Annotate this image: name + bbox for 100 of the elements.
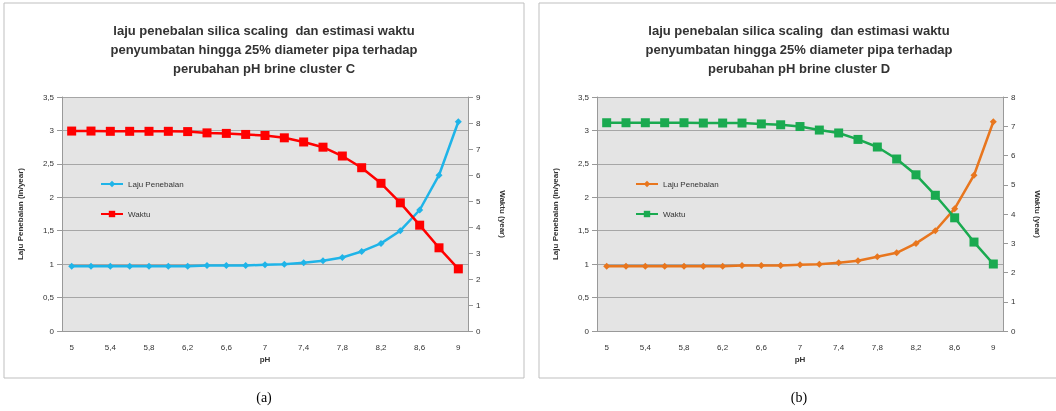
legend-label: Laju Penebalan <box>663 179 719 189</box>
y2-tick-label: 5 <box>476 196 481 206</box>
point <box>969 237 979 247</box>
point <box>376 178 386 188</box>
point <box>834 128 844 138</box>
point <box>757 261 765 269</box>
y2-tick-label: 8 <box>476 118 481 128</box>
y2-tick-label: 6 <box>476 170 481 180</box>
point <box>988 259 998 269</box>
point <box>337 151 347 161</box>
y-tick-label: 1,5 <box>577 226 590 236</box>
x-tick-label: 6,6 <box>755 342 768 352</box>
y-tick-label: 1 <box>584 259 590 269</box>
point <box>737 118 747 128</box>
point <box>68 262 76 270</box>
point <box>300 259 308 267</box>
point <box>661 262 669 270</box>
y2-tick-label: 7 <box>1011 121 1016 131</box>
y2-tick-label: 1 <box>1011 297 1016 307</box>
x-tick-label: 6,6 <box>220 342 233 352</box>
point <box>358 247 366 255</box>
x-tick-label: 8,2 <box>910 342 923 352</box>
y-tick-label: 2,5 <box>42 159 55 169</box>
point <box>377 239 385 247</box>
point <box>144 126 154 136</box>
x-tick-label: 5,8 <box>678 342 691 352</box>
point <box>679 118 689 128</box>
point <box>814 125 824 135</box>
y2-tick-label: 1 <box>476 300 481 310</box>
y2-tick-label: 6 <box>1011 151 1016 160</box>
y-tick-label: 3 <box>584 125 590 135</box>
point <box>125 126 135 136</box>
point <box>873 253 881 261</box>
point <box>221 128 231 138</box>
point <box>434 243 444 253</box>
point <box>911 170 921 180</box>
point <box>603 262 611 270</box>
point <box>87 262 95 270</box>
y-tick-label: 1,5 <box>42 226 55 236</box>
point <box>853 134 863 144</box>
x-tick-label: 8,6 <box>949 342 961 352</box>
y-axis-title: Laju Penebalan (in/year) <box>15 167 25 261</box>
point <box>435 171 443 179</box>
point <box>719 262 727 270</box>
point <box>183 127 193 137</box>
text: (b) <box>790 389 808 406</box>
point <box>338 253 346 261</box>
point <box>776 120 786 130</box>
x-tick-label: 5,8 <box>143 342 156 352</box>
point <box>892 154 902 164</box>
y-tick-label: 2 <box>49 192 55 202</box>
point <box>184 262 192 270</box>
point <box>777 261 785 269</box>
x-tick-label: 7 <box>262 342 268 352</box>
point <box>416 206 424 214</box>
point <box>395 198 405 208</box>
x-tick-label: 5 <box>69 342 75 352</box>
point <box>931 227 939 235</box>
y2-axis-title: Waktu (year) <box>497 190 507 239</box>
x-tick-label: 5 <box>604 342 610 352</box>
point <box>872 142 882 152</box>
x-tick-label: 7,8 <box>871 342 884 352</box>
y2-tick-label: 5 <box>1011 180 1016 190</box>
y-tick-label: 0,5 <box>42 293 55 303</box>
y2-tick-label: 7 <box>476 144 481 154</box>
point <box>718 118 728 128</box>
y-tick-label: 1 <box>49 259 55 269</box>
y2-axis-title: Waktu (year) <box>1032 190 1042 239</box>
y-tick-label: 0 <box>584 326 590 336</box>
point <box>989 118 997 126</box>
point <box>660 118 670 128</box>
legend-label: Waktu <box>128 209 151 219</box>
point <box>680 262 688 270</box>
point <box>640 118 650 128</box>
y2-tick-label: 4 <box>476 222 481 232</box>
point <box>280 260 288 268</box>
point <box>279 133 289 143</box>
x-tick-label: 8,6 <box>414 342 426 352</box>
legend-label: Waktu <box>663 209 686 219</box>
point <box>126 262 134 270</box>
point <box>357 163 367 173</box>
x-tick-label: 7,4 <box>833 342 845 352</box>
point <box>621 118 631 128</box>
x-tick-label: 5,4 <box>104 342 117 352</box>
y2-tick-label: 8 <box>1011 92 1016 102</box>
y2-tick-label: 2 <box>1011 268 1016 277</box>
text: (a) <box>256 389 273 406</box>
point <box>602 118 612 128</box>
point <box>698 118 708 128</box>
point <box>951 205 959 213</box>
point <box>163 126 173 136</box>
point <box>912 239 920 247</box>
point <box>260 130 270 140</box>
point <box>415 220 425 230</box>
y-tick-label: 0,5 <box>577 293 590 303</box>
y-tick-label: 3,5 <box>42 92 55 102</box>
point <box>699 262 707 270</box>
point <box>970 171 978 179</box>
point <box>164 262 172 270</box>
y-tick-label: 2,5 <box>577 159 590 169</box>
